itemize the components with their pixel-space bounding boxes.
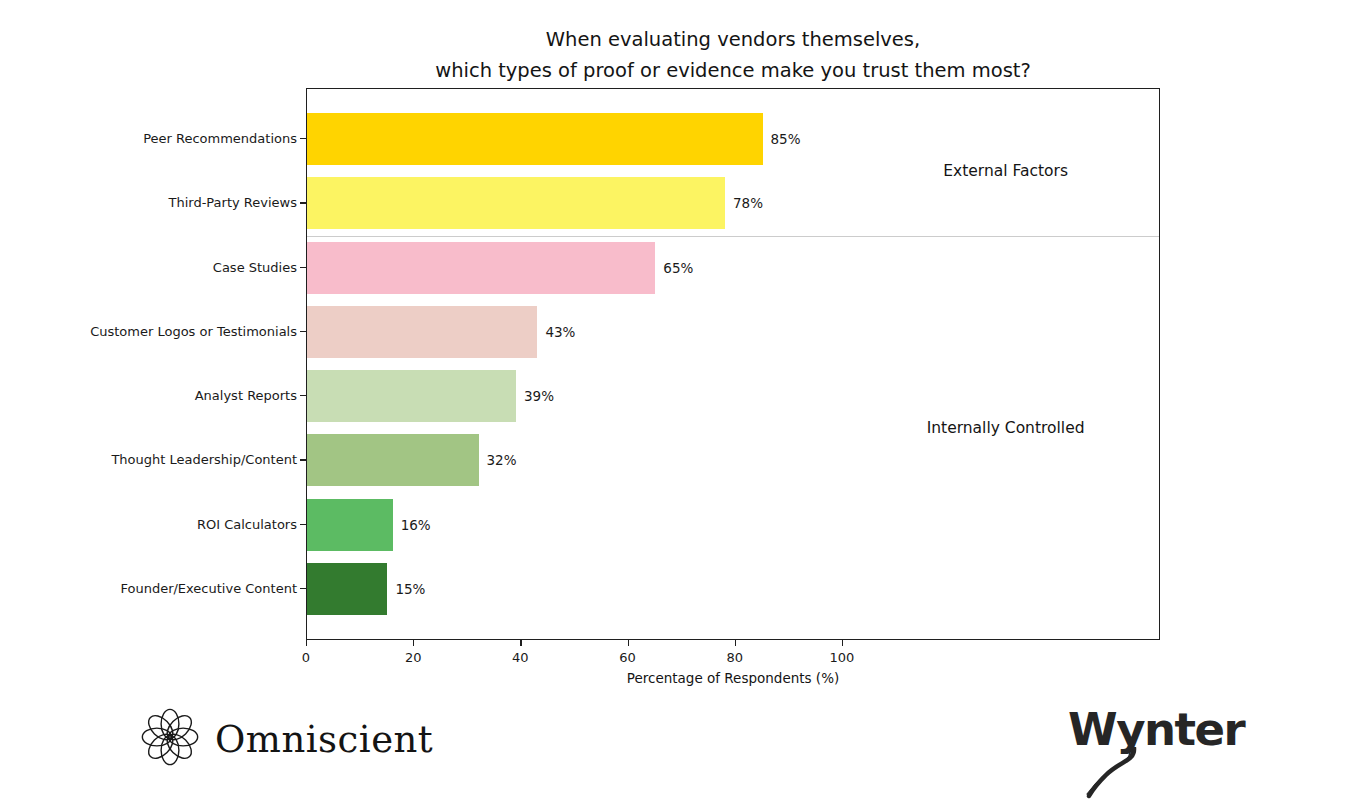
wynter-logo: Wynter (1068, 703, 1244, 756)
category-label: Analyst Reports (195, 388, 297, 403)
plot-area: 85% 78% 65% 43% 39% 32% 16% 15% External Factors… (306, 88, 1160, 640)
x-tick (413, 640, 414, 646)
bar (307, 370, 516, 422)
y-tick (300, 267, 306, 268)
chart-figure: When evaluating vendors themselves, whic… (0, 0, 1366, 803)
x-tick-label: 100 (829, 650, 854, 665)
x-tick (306, 640, 307, 646)
chart-title: When evaluating vendors themselves, whic… (435, 24, 1031, 86)
group-annotation: Internally Controlled (927, 419, 1085, 437)
bar-value-label: 43% (545, 324, 575, 340)
y-tick (300, 395, 306, 396)
bar (307, 499, 393, 551)
x-tick-label: 40 (512, 650, 529, 665)
y-tick (300, 331, 306, 332)
bar (307, 242, 655, 294)
bar-value-label: 65% (663, 260, 693, 276)
category-label: Customer Logos or Testimonials (90, 323, 297, 338)
x-tick-label: 60 (619, 650, 636, 665)
bar (307, 563, 387, 615)
x-tick (735, 640, 736, 646)
group-divider (307, 236, 1159, 237)
y-tick (300, 138, 306, 139)
x-tick-label: 80 (726, 650, 743, 665)
omniscient-wordmark: Omniscient (215, 718, 433, 761)
x-axis-label: Percentage of Respondents (%) (627, 670, 839, 686)
x-tick (842, 640, 843, 646)
bar (307, 434, 479, 486)
x-tick (628, 640, 629, 646)
y-tick (300, 459, 306, 460)
bar-value-label: 16% (401, 517, 431, 533)
y-tick (300, 588, 306, 589)
bar-value-label: 39% (524, 388, 554, 404)
category-label: ROI Calculators (197, 516, 297, 531)
omniscient-logo: Omniscient (140, 707, 433, 771)
y-tick (300, 202, 306, 203)
bar (307, 113, 763, 165)
x-tick-label: 20 (405, 650, 422, 665)
bar-value-label: 78% (733, 195, 763, 211)
bar (307, 306, 537, 358)
omniscient-knot-icon (140, 707, 200, 771)
category-label: Peer Recommendations (143, 131, 297, 146)
x-tick-label: 0 (302, 650, 310, 665)
category-label: Founder/Executive Content (120, 580, 297, 595)
category-label: Case Studies (213, 259, 297, 274)
category-label: Thought Leadership/Content (111, 452, 297, 467)
category-label: Third-Party Reviews (169, 195, 298, 210)
bar-value-label: 15% (395, 581, 425, 597)
x-tick (520, 640, 521, 646)
wynter-swoosh-icon (1082, 747, 1162, 803)
bar-value-label: 85% (771, 131, 801, 147)
group-annotation: External Factors (943, 162, 1068, 180)
y-tick (300, 524, 306, 525)
bar (307, 177, 725, 229)
bar-value-label: 32% (487, 452, 517, 468)
